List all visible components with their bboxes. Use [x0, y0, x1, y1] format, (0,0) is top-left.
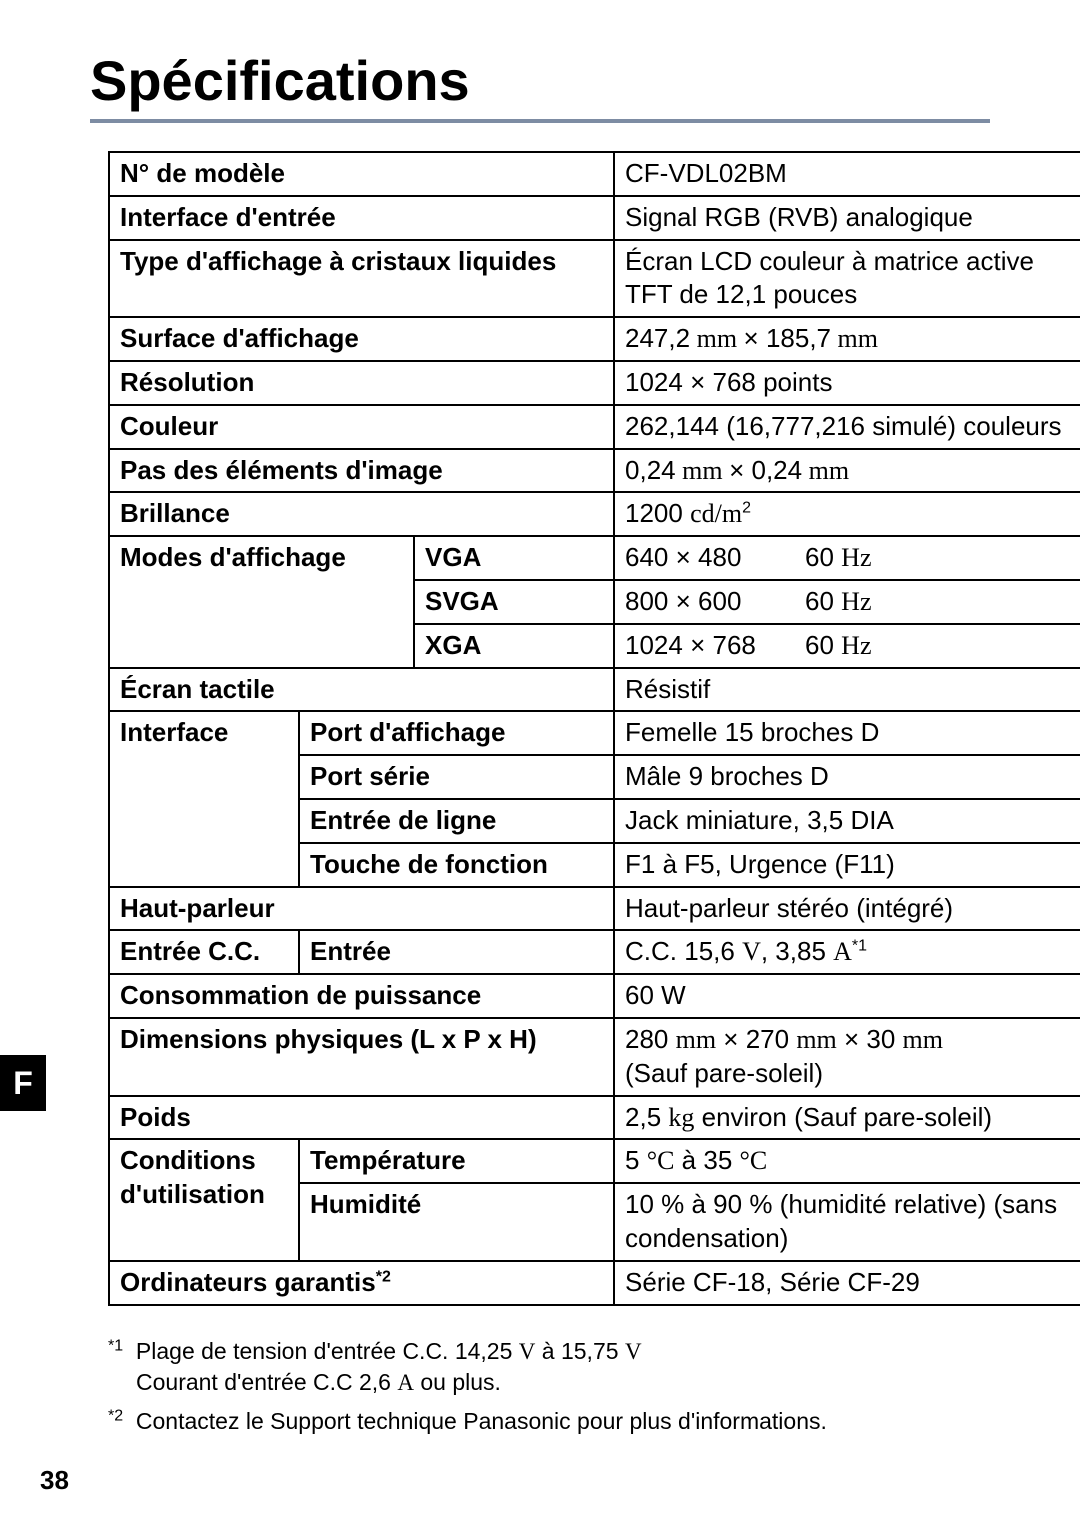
table-row: Résolution 1024 × 768 points	[109, 361, 1080, 405]
label-serial-port: Port série	[299, 755, 614, 799]
label-xga: XGA	[414, 624, 614, 668]
label-weight: Poids	[109, 1096, 614, 1140]
value-model-no: CF-VDL02BM	[614, 152, 1080, 196]
value-dimensions: 280 mm × 270 mm × 30 mm(Sauf pare-soleil…	[614, 1018, 1080, 1096]
value-color: 262,144 (16,777,216 simulé) couleurs	[614, 405, 1080, 449]
table-row: Interface d'entrée Signal RGB (RVB) anal…	[109, 196, 1080, 240]
label-brightness: Brillance	[109, 492, 614, 536]
value-touchscreen: Résistif	[614, 668, 1080, 712]
value-display-port: Femelle 15 broches D	[614, 711, 1080, 755]
value-dc-in: C.C. 15,6 V, 3,85 A*1	[614, 930, 1080, 974]
value-display-type: Écran LCD couleur à matrice active TFT d…	[614, 240, 1080, 318]
table-row: Type d'affichage à cristaux liquides Écr…	[109, 240, 1080, 318]
table-row: Haut-parleur Haut-parleur stéréo (intégr…	[109, 887, 1080, 931]
label-speaker: Haut-parleur	[109, 887, 614, 931]
label-display-modes: Modes d'affichage	[109, 536, 414, 667]
label-svga: SVGA	[414, 580, 614, 624]
label-temperature: Température	[299, 1139, 614, 1183]
label-touchscreen: Écran tactile	[109, 668, 614, 712]
value-surface: 247,2 mm × 185,7 mm	[614, 317, 1080, 361]
table-row: Surface d'affichage 247,2 mm × 185,7 mm	[109, 317, 1080, 361]
value-temperature: 5 °C à 35 °C	[614, 1139, 1080, 1183]
label-dc-in: Entrée C.C.	[109, 930, 299, 974]
label-interface: Interface	[109, 711, 299, 886]
label-dc-in-sub: Entrée	[299, 930, 614, 974]
label-surface: Surface d'affichage	[109, 317, 614, 361]
label-display-type: Type d'affichage à cristaux liquides	[109, 240, 614, 318]
label-model-no: N° de modèle	[109, 152, 614, 196]
footnotes: *1 Plage de tension d'entrée C.C. 14,25 …	[108, 1336, 990, 1437]
table-row: Couleur 262,144 (16,777,216 simulé) coul…	[109, 405, 1080, 449]
value-function-key: F1 à F5, Urgence (F11)	[614, 843, 1080, 887]
label-resolution: Résolution	[109, 361, 614, 405]
value-guaranteed: Série CF-18, Série CF-29	[614, 1261, 1080, 1305]
value-power: 60 W	[614, 974, 1080, 1018]
table-row: Conditionsd'utilisation Température 5 °C…	[109, 1139, 1080, 1183]
table-row: Interface Port d'affichage Femelle 15 br…	[109, 711, 1080, 755]
title-rule	[90, 119, 990, 123]
table-row: Dimensions physiques (L x P x H) 280 mm …	[109, 1018, 1080, 1096]
label-display-port: Port d'affichage	[299, 711, 614, 755]
page: Spécifications N° de modèle CF-VDL02BM I…	[0, 0, 1080, 1532]
label-conditions: Conditionsd'utilisation	[109, 1139, 299, 1260]
value-xga: 1024 × 76860 Hz	[614, 624, 1080, 668]
label-input-interface: Interface d'entrée	[109, 196, 614, 240]
value-line-in: Jack miniature, 3,5 DIA	[614, 799, 1080, 843]
label-guaranteed: Ordinateurs garantis*2	[109, 1261, 614, 1305]
value-speaker: Haut-parleur stéréo (intégré)	[614, 887, 1080, 931]
label-vga: VGA	[414, 536, 614, 580]
side-tab: F	[0, 1055, 46, 1111]
table-row: Entrée C.C. Entrée C.C. 15,6 V, 3,85 A*1	[109, 930, 1080, 974]
table-row: N° de modèle CF-VDL02BM	[109, 152, 1080, 196]
table-row: Brillance 1200 cd/m2	[109, 492, 1080, 536]
value-input-interface: Signal RGB (RVB) analogique	[614, 196, 1080, 240]
table-row: Poids 2,5 kg environ (Sauf pare-soleil)	[109, 1096, 1080, 1140]
table-row: Ordinateurs garantis*2 Série CF-18, Séri…	[109, 1261, 1080, 1305]
value-brightness: 1200 cd/m2	[614, 492, 1080, 536]
value-pitch: 0,24 mm × 0,24 mm	[614, 449, 1080, 493]
label-humidity: Humidité	[299, 1183, 614, 1261]
label-function-key: Touche de fonction	[299, 843, 614, 887]
label-line-in: Entrée de ligne	[299, 799, 614, 843]
value-serial-port: Mâle 9 broches D	[614, 755, 1080, 799]
value-humidity: 10 % à 90 % (humidité relative) (sans co…	[614, 1183, 1080, 1261]
label-power: Consommation de puissance	[109, 974, 614, 1018]
footnote-2: *2 Contactez le Support technique Panaso…	[108, 1406, 990, 1437]
footnote-1: *1 Plage de tension d'entrée C.C. 14,25 …	[108, 1336, 990, 1398]
label-color: Couleur	[109, 405, 614, 449]
table-row: Pas des éléments d'image 0,24 mm × 0,24 …	[109, 449, 1080, 493]
value-weight: 2,5 kg environ (Sauf pare-soleil)	[614, 1096, 1080, 1140]
spec-table: N° de modèle CF-VDL02BM Interface d'entr…	[108, 151, 1080, 1306]
value-vga: 640 × 48060 Hz	[614, 536, 1080, 580]
table-row: Modes d'affichage VGA 640 × 48060 Hz	[109, 536, 1080, 580]
table-row: Consommation de puissance 60 W	[109, 974, 1080, 1018]
table-row: Écran tactile Résistif	[109, 668, 1080, 712]
page-title: Spécifications	[90, 48, 990, 113]
label-dimensions: Dimensions physiques (L x P x H)	[109, 1018, 614, 1096]
page-number: 38	[40, 1465, 69, 1496]
label-pitch: Pas des éléments d'image	[109, 449, 614, 493]
value-svga: 800 × 60060 Hz	[614, 580, 1080, 624]
value-resolution: 1024 × 768 points	[614, 361, 1080, 405]
